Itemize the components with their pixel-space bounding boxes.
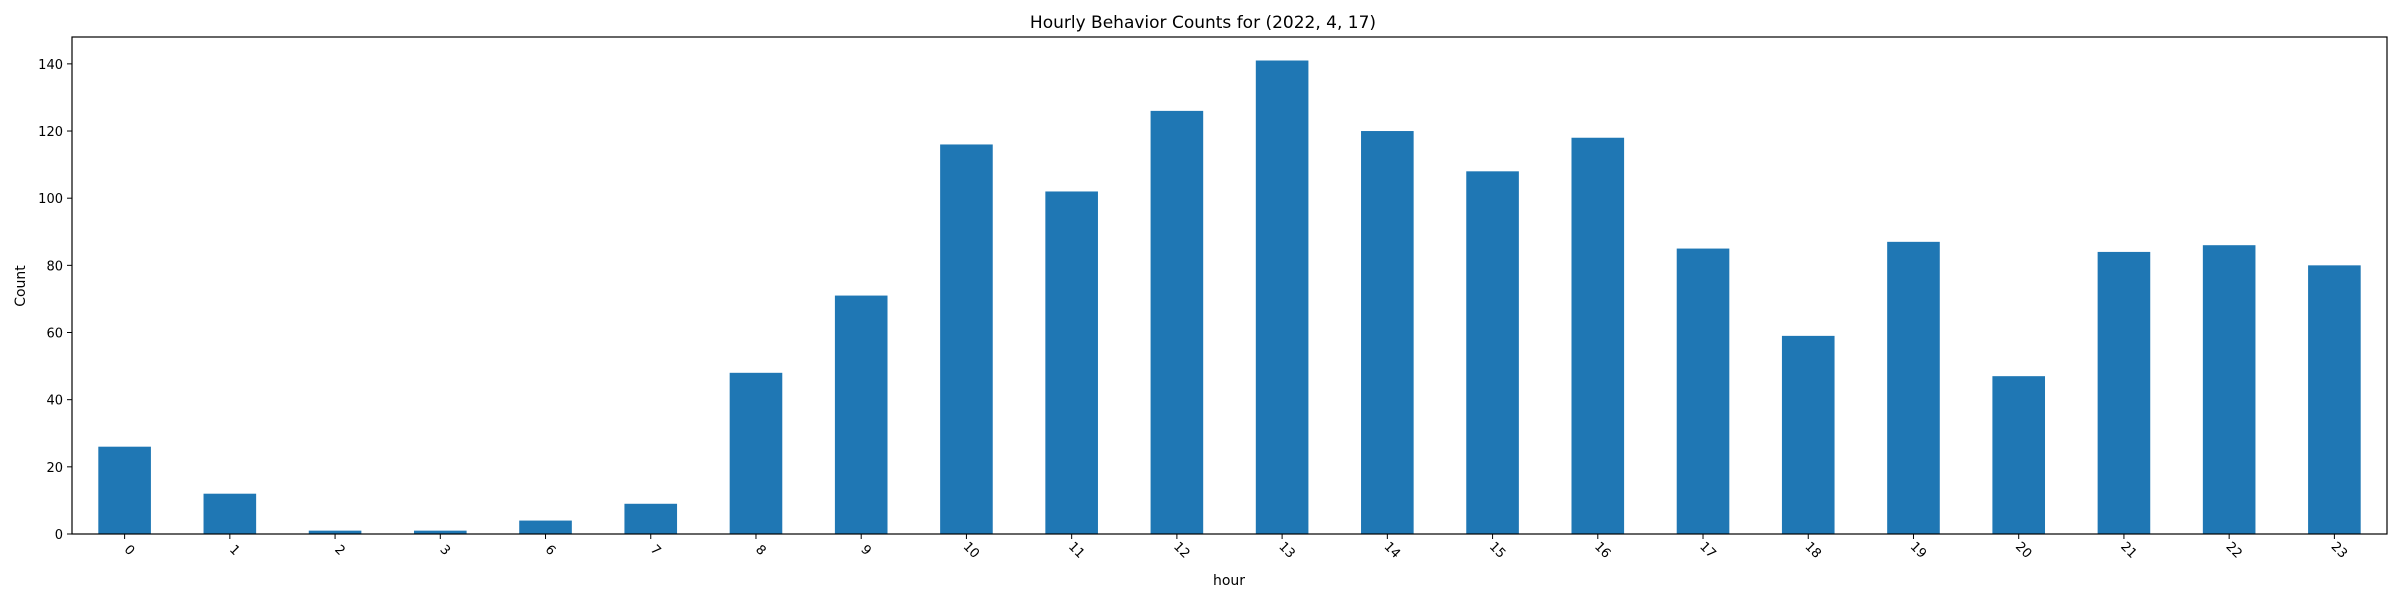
bar-hour-22: [2202, 245, 2256, 534]
bar-hour-12: [1150, 110, 1204, 534]
bar-hour-6: [519, 520, 572, 534]
bar-hour-7: [624, 503, 678, 534]
bar-hour-20: [1992, 376, 2046, 534]
bar-hour-21: [2097, 251, 2151, 535]
bar-hour-15: [1466, 171, 1519, 534]
bar-hour-18: [1781, 335, 1835, 534]
y-tick-label: 0: [55, 528, 63, 543]
y-tick-label: 40: [46, 394, 63, 409]
bar-hour-17: [1676, 248, 1730, 534]
bar-hour-19: [1887, 241, 1940, 534]
chart-title: Hourly Behavior Counts for (2022, 4, 17): [1030, 13, 1376, 33]
plot-frame: [71, 36, 2388, 535]
y-tick-label: 120: [38, 125, 63, 140]
bar-hour-1: [203, 493, 257, 534]
bar-hour-16: [1571, 137, 1625, 535]
bar-hour-11: [1045, 191, 1098, 534]
bar-hour-8: [729, 372, 783, 534]
bar-hour-2: [308, 530, 362, 534]
bar-hour-0: [98, 446, 151, 534]
bar-hour-13: [1255, 60, 1309, 534]
y-tick-label: 140: [38, 58, 63, 73]
bar-hour-10: [940, 144, 993, 534]
y-tick-label: 100: [38, 192, 63, 207]
bar-hour-9: [834, 295, 888, 534]
y-axis: 0 20 40 60 80 100 120 140: [38, 58, 72, 543]
y-axis-label: Count: [13, 265, 29, 307]
bar-hour-23: [2308, 265, 2361, 534]
y-tick-label: 80: [46, 259, 63, 274]
x-axis-label: hour: [1213, 573, 1245, 589]
bar-hour-14: [1361, 131, 1414, 534]
y-tick-label: 60: [46, 327, 63, 342]
bars-group: [98, 60, 2361, 535]
bar-hour-3: [413, 530, 467, 534]
y-tick-label: 20: [46, 461, 63, 476]
